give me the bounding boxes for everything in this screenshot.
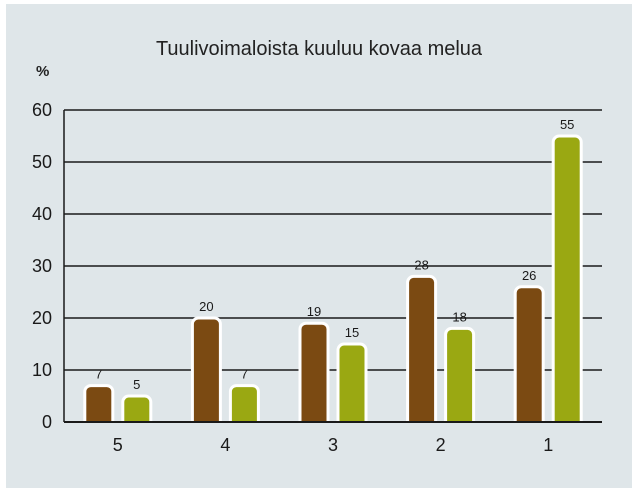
- data-label: 26: [522, 268, 536, 283]
- y-tick-label: 60: [32, 100, 52, 120]
- x-tick-label: 2: [436, 435, 446, 455]
- y-axis-unit-label: %: [36, 63, 50, 80]
- bar: [190, 316, 222, 430]
- data-label: 18: [452, 309, 466, 324]
- chart-title: Tuulivoimaloista kuuluu kovaa melua: [155, 38, 483, 60]
- x-tick-label: 3: [328, 435, 338, 455]
- bar: [444, 326, 476, 430]
- data-label: 7: [95, 367, 102, 382]
- data-label: 55: [560, 117, 574, 132]
- data-label: 20: [199, 299, 213, 314]
- bar: [406, 274, 438, 430]
- data-label: 5: [133, 377, 140, 392]
- x-tick-label: 1: [543, 435, 553, 455]
- y-tick-label: 0: [42, 412, 52, 432]
- bar: [513, 285, 545, 430]
- bar: [336, 342, 368, 430]
- y-tick-label: 40: [32, 204, 52, 224]
- data-label: 7: [241, 367, 248, 382]
- data-label: 15: [345, 325, 359, 340]
- y-tick-label: 50: [32, 152, 52, 172]
- data-label: 28: [414, 257, 428, 272]
- y-tick-label: 10: [32, 360, 52, 380]
- y-tick-label: 20: [32, 308, 52, 328]
- axis-cover: [66, 423, 602, 433]
- data-label: 19: [307, 304, 321, 319]
- y-tick-label: 30: [32, 256, 52, 276]
- x-tick-label: 5: [113, 435, 123, 455]
- bar: [298, 321, 330, 430]
- x-tick-label: 4: [220, 435, 230, 455]
- bar: [551, 134, 583, 430]
